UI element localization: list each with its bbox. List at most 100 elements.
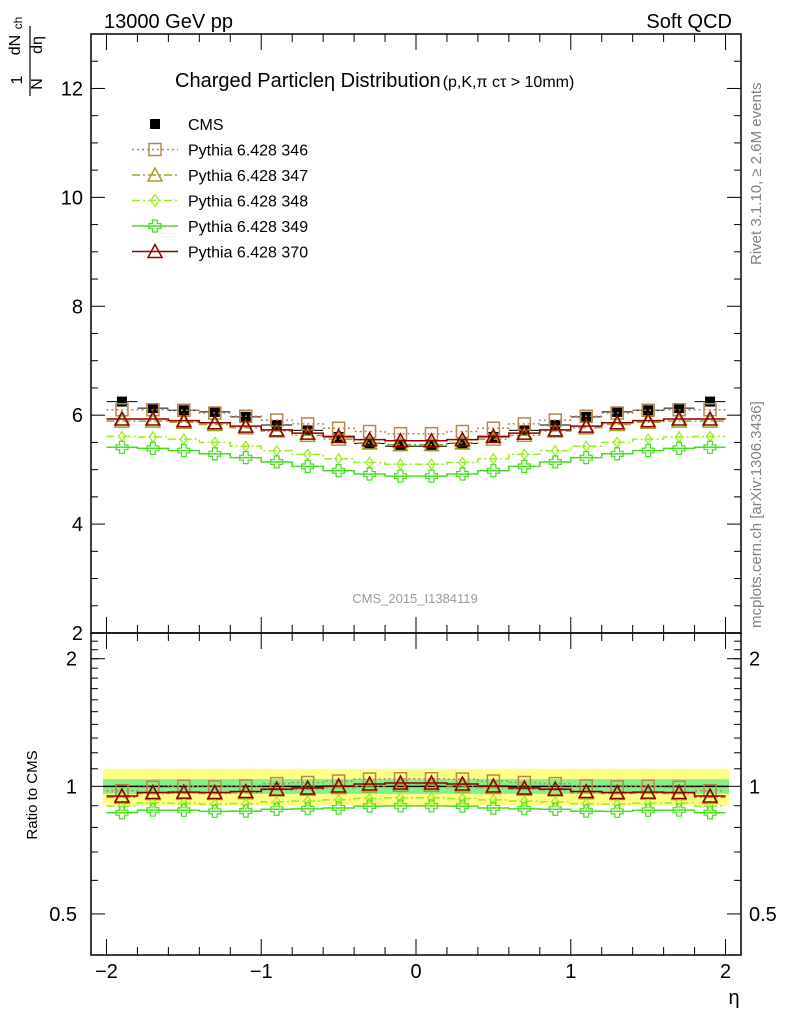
ratio-point-p349 bbox=[579, 804, 593, 818]
legend-entry-p346: Pythia 6.428 346 bbox=[132, 143, 308, 160]
ratio-point-p349 bbox=[610, 804, 624, 818]
point-p347 bbox=[361, 434, 378, 450]
upper-y-tick-label: 2 bbox=[72, 623, 83, 645]
point-p370 bbox=[423, 432, 440, 448]
point-p370 bbox=[113, 410, 131, 426]
point-p349 bbox=[548, 455, 562, 469]
series-line-p349 bbox=[106, 446, 726, 477]
point-p370 bbox=[206, 414, 224, 430]
point-p349 bbox=[177, 443, 191, 458]
ratio-point-p348 bbox=[427, 791, 436, 805]
ratio-point-p370 bbox=[701, 787, 719, 803]
series-p370 bbox=[106, 410, 726, 448]
point-p349 bbox=[610, 447, 624, 461]
point-p347 bbox=[639, 413, 657, 430]
ratio-point-p349 bbox=[703, 806, 717, 820]
ylabel-ch: ch bbox=[11, 17, 25, 30]
ratio-point-p349 bbox=[146, 803, 160, 817]
point-p347 bbox=[423, 436, 440, 452]
point-p349 bbox=[517, 459, 531, 473]
legend-entry-p348: Pythia 6.428 348 bbox=[132, 193, 308, 211]
ratio-point-p348 bbox=[334, 793, 343, 807]
point-p370 bbox=[701, 410, 719, 426]
lower-y-tick-label-right: 1 bbox=[749, 776, 760, 798]
ratio-point-p346 bbox=[362, 772, 377, 786]
ylabel-N: N bbox=[29, 78, 46, 90]
point-p370 bbox=[485, 427, 502, 444]
series-line-p348 bbox=[106, 435, 726, 465]
ratio-point-p370 bbox=[454, 775, 471, 791]
point-p349 bbox=[579, 451, 593, 465]
legend-entry-p370: Pythia 6.428 370 bbox=[132, 242, 308, 262]
ratio-point-p348 bbox=[705, 799, 715, 813]
series-line-p370 bbox=[106, 418, 726, 442]
point-p347 bbox=[701, 412, 719, 428]
ratio-point-p348 bbox=[241, 797, 251, 810]
point-p349 bbox=[424, 469, 439, 483]
legend-label: Pythia 6.428 347 bbox=[188, 168, 308, 185]
ratio-point-p349 bbox=[208, 804, 222, 818]
chart-title-sub: (p,K,π cτ > 10mm) bbox=[443, 74, 575, 91]
point-p370 bbox=[454, 431, 471, 447]
point-p370 bbox=[330, 427, 347, 444]
point-p349 bbox=[362, 467, 377, 481]
cms-point bbox=[705, 396, 716, 407]
point-p347 bbox=[237, 419, 255, 435]
upper-y-tick-label: 10 bbox=[61, 187, 83, 209]
point-p349 bbox=[486, 464, 500, 478]
ratio-point-p349 bbox=[301, 802, 315, 816]
ratio-point-p348 bbox=[117, 799, 127, 813]
lower-y-axis-label: Ratio to CMS bbox=[24, 750, 41, 839]
ratio-point-p370 bbox=[670, 783, 688, 800]
point-p348 bbox=[303, 448, 312, 461]
point-p347 bbox=[206, 415, 224, 432]
ratio-point-p347 bbox=[454, 777, 471, 793]
legend-entry-cms: CMS bbox=[150, 117, 224, 134]
x-tick-label: −2 bbox=[95, 961, 118, 983]
ratio-point-p370 bbox=[175, 783, 193, 799]
x-tick-label: 2 bbox=[720, 961, 731, 983]
point-p370 bbox=[639, 412, 657, 428]
ratio-point-p349 bbox=[424, 799, 439, 813]
ratio-point-p349 bbox=[455, 799, 470, 813]
ratio-point-p349 bbox=[517, 802, 531, 816]
ratio-point-p349 bbox=[486, 801, 500, 815]
ratio-point-p349 bbox=[270, 802, 284, 816]
legend-marker bbox=[146, 166, 164, 182]
ratio-point-p370 bbox=[516, 779, 533, 795]
mcplots-label: mcplots.cern.ch [arXiv:1306.3436] bbox=[748, 401, 765, 628]
upper-y-tick-label: 12 bbox=[61, 78, 83, 100]
point-p370 bbox=[299, 424, 316, 440]
point-p349 bbox=[301, 459, 315, 473]
ratio-point-p348 bbox=[365, 792, 374, 805]
point-p347 bbox=[608, 415, 626, 432]
point-p370 bbox=[608, 414, 626, 430]
point-p347 bbox=[670, 412, 688, 428]
legend-marker bbox=[150, 119, 160, 129]
cms-point bbox=[612, 406, 623, 417]
ylabel-dN: dN bbox=[7, 35, 24, 55]
ratio-point-p347 bbox=[423, 776, 440, 792]
ratio-point-p370 bbox=[144, 783, 162, 800]
legend-marker bbox=[150, 193, 160, 208]
ratio-panel: 0.5 0.5 1 1 2 2 −2 −1 0 1 2 bbox=[49, 632, 777, 983]
ratio-point-p348 bbox=[643, 796, 653, 810]
point-p349 bbox=[332, 464, 346, 478]
point-p349 bbox=[208, 447, 222, 461]
point-p346 bbox=[548, 413, 563, 427]
chart-title: Charged Particleη Distribution (p,K,π cτ … bbox=[175, 70, 574, 92]
point-p370 bbox=[237, 417, 255, 433]
point-p348 bbox=[489, 452, 498, 465]
point-p347 bbox=[299, 426, 316, 443]
x-tick-label: 1 bbox=[565, 961, 576, 983]
cms-point bbox=[209, 406, 220, 417]
ratio-point-p348 bbox=[520, 794, 529, 808]
ratio-point-p348 bbox=[674, 796, 684, 810]
ratio-point-p348 bbox=[179, 796, 189, 810]
ratio-line-p370 bbox=[106, 782, 726, 797]
lower-y-tick-label-right: 0.5 bbox=[749, 904, 777, 926]
ratio-point-p370 bbox=[639, 783, 657, 799]
point-p346 bbox=[331, 421, 346, 436]
watermark: CMS_2015_I1384119 bbox=[352, 591, 478, 606]
